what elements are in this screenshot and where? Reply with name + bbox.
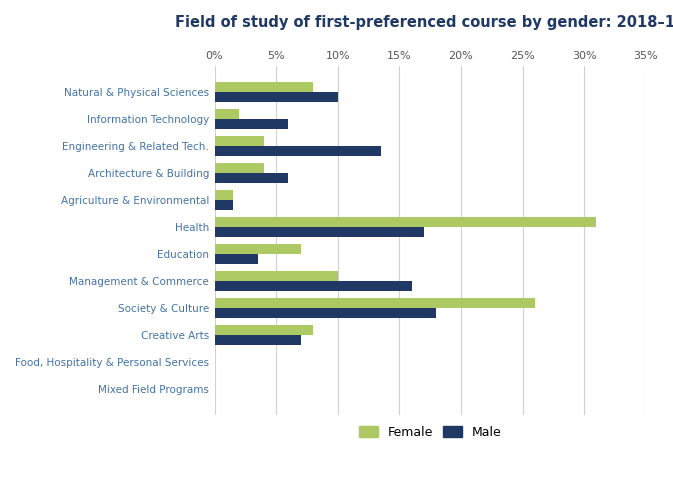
Bar [215, 271, 338, 281]
Bar [215, 136, 264, 146]
Bar [215, 281, 412, 291]
Bar [215, 190, 233, 200]
Bar [215, 298, 535, 308]
Bar [215, 146, 381, 156]
Bar [215, 92, 338, 102]
Bar [215, 200, 233, 210]
Bar [215, 254, 258, 264]
Bar [215, 119, 289, 129]
Title: Field of study of first-preferenced course by gender: 2018–19: Field of study of first-preferenced cour… [175, 15, 673, 30]
Bar [215, 109, 239, 119]
Bar [215, 335, 301, 345]
Bar [215, 82, 313, 92]
Bar [215, 227, 424, 237]
Bar [215, 163, 264, 173]
Legend: Female, Male: Female, Male [354, 421, 507, 444]
Bar [215, 217, 596, 227]
Bar [215, 244, 301, 254]
Bar [215, 173, 289, 183]
Bar [215, 324, 313, 335]
Bar [215, 308, 436, 318]
